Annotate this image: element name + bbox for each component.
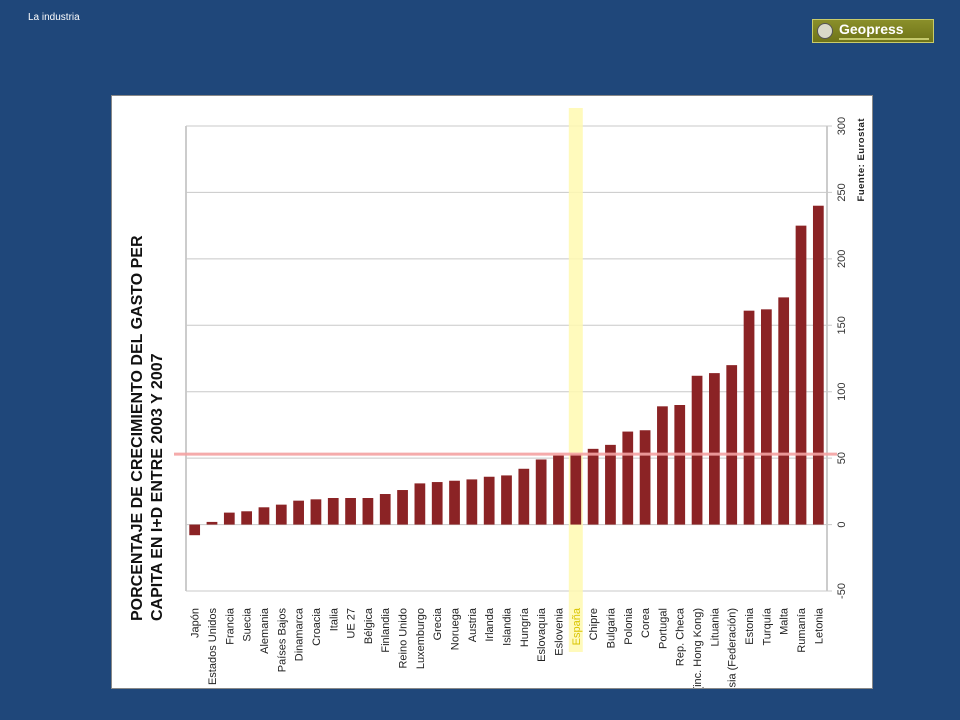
bar: [258, 507, 270, 525]
bar: [345, 498, 356, 525]
category-label: Alemania: [259, 607, 271, 654]
category-label: Portugal: [657, 608, 669, 649]
chart-frame: Japón Estados Unidos Francia Suecia Alemania…: [111, 95, 873, 689]
highlight-band: [568, 108, 583, 652]
bar: [501, 475, 512, 525]
value-tick-label: 100: [836, 383, 848, 401]
category-label: Noruega: [450, 607, 462, 650]
category-label: Chipre: [588, 608, 600, 640]
bar: [812, 205, 824, 525]
logo-tagline: [839, 38, 929, 40]
bar: [275, 504, 287, 525]
category-label: Bélgica: [363, 607, 375, 644]
category-label: UE 27: [346, 608, 358, 639]
category-label: Malta: [779, 607, 791, 635]
category-label: Dinamarca: [294, 607, 306, 661]
bar: [449, 480, 460, 525]
value-axis: -50 0 50 100 150 200 250 300: [836, 117, 848, 599]
bar: [327, 498, 339, 525]
bar: [206, 521, 218, 525]
bar: [674, 405, 686, 525]
category-label: España: [571, 607, 583, 645]
category-label: Lituania: [709, 607, 721, 646]
category-label: Austria: [467, 607, 479, 642]
category-label: Letonia: [813, 607, 825, 644]
value-tick-label: 50: [836, 452, 848, 464]
category-label: Estonia: [744, 607, 756, 645]
chart-title-line: CAPITA EN I+D ENTRE 2003 Y 2007: [149, 353, 166, 621]
category-label: Francia: [224, 607, 236, 645]
value-tick-label: 0: [836, 522, 848, 528]
slide-title: La industria: [28, 12, 80, 23]
source-note: Fuente: Eurostat: [856, 118, 867, 202]
category-label: Rumanía: [796, 607, 808, 653]
value-tick-label: 150: [836, 316, 848, 334]
category-labels: Japón Estados Unidos Francia Suecia Alemania…: [190, 607, 826, 688]
bar: [310, 499, 322, 525]
bar: [587, 448, 599, 525]
bar: [241, 511, 253, 525]
bar: [466, 479, 478, 525]
bar: [362, 498, 374, 525]
value-tick-label: -50: [836, 583, 848, 599]
bar: [189, 524, 201, 536]
bar: [760, 309, 772, 525]
geopress-logo: Geopress: [812, 19, 934, 43]
category-label: Irlanda: [484, 607, 496, 642]
bar: [379, 494, 391, 525]
value-tick-label: 300: [836, 117, 848, 135]
category-label: Croacia: [311, 607, 323, 646]
bar: [691, 375, 703, 525]
category-label: Eslovaquia: [536, 607, 548, 662]
bar: [553, 455, 564, 525]
bar-chart: Japón Estados Unidos Francia Suecia Alemania…: [129, 108, 867, 688]
logo-name: Geopress: [839, 21, 904, 37]
category-label: Finlandia: [380, 607, 392, 653]
bar: [778, 297, 790, 525]
value-tick-label: 250: [836, 183, 848, 201]
category-label: Suecia: [242, 607, 254, 642]
bar: [293, 500, 304, 525]
bar: [657, 406, 668, 525]
category-label: China (inc. Hong Kong): [692, 608, 704, 688]
chart-title-line: PORCENTAJE DE CRECIMIENTO DEL GASTO PER: [129, 235, 146, 621]
category-label: Grecia: [432, 607, 444, 640]
bar: [397, 490, 408, 525]
category-label: Turquía: [761, 607, 773, 645]
category-label: Eslovenia: [553, 607, 565, 656]
bar: [518, 468, 530, 525]
bar: [709, 373, 720, 525]
chart-grid: [185, 125, 832, 592]
category-label: Bulgaria: [605, 607, 617, 648]
category-label: Japón: [190, 608, 202, 638]
bar: [483, 476, 495, 525]
category-label: Italia: [328, 607, 340, 631]
bar: [726, 365, 738, 525]
bar: [431, 482, 443, 525]
chart-bars: [189, 205, 824, 536]
bar: [570, 454, 582, 525]
bar: [639, 430, 651, 525]
globe-icon: [817, 23, 833, 39]
chart-title: PORCENTAJE DE CRECIMIENTO DEL GASTO PER C…: [129, 235, 166, 621]
bar: [414, 483, 426, 525]
bar: [605, 444, 616, 525]
category-label: Hungría: [519, 607, 531, 647]
category-label: Rusia (Federación): [727, 608, 739, 688]
bar: [223, 512, 235, 525]
bar: [622, 431, 634, 525]
category-label: Luxemburgo: [415, 608, 427, 669]
category-label: Estados Unidos: [207, 608, 219, 686]
category-label: Corea: [640, 607, 652, 638]
bar: [535, 459, 547, 525]
category-label: Rep. Checa: [675, 607, 687, 666]
bar: [795, 225, 807, 525]
bar: [743, 310, 755, 525]
category-label: Países Bajos: [276, 608, 288, 673]
category-label: Polonia: [623, 607, 635, 645]
category-label: Reino Unido: [398, 608, 410, 669]
value-tick-label: 200: [836, 250, 848, 268]
category-label: Islandia: [502, 607, 514, 646]
